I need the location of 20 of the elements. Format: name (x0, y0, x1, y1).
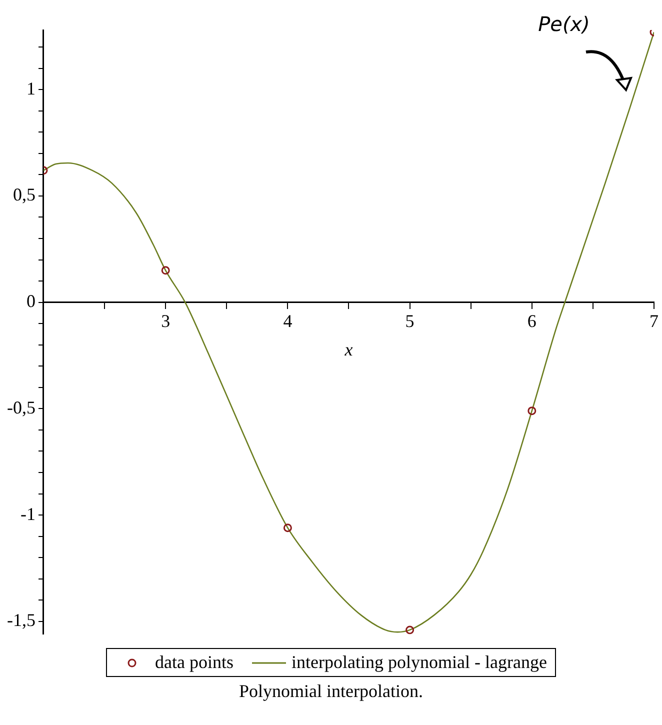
y-tick-label: -1 (20, 504, 36, 524)
point (161, 266, 170, 275)
y-tick-label: 0 (26, 291, 36, 312)
x-tick-label: 7 (650, 310, 658, 331)
x-axis-title: x (344, 339, 353, 360)
annotation: Pe(x) (538, 12, 590, 36)
x-tick-label: 3 (161, 310, 170, 331)
y-tick-label: 1 (26, 78, 36, 98)
y-tick-label: 0,5 (12, 184, 36, 205)
y-tick-label: -1,5 (6, 610, 36, 630)
text: Polynomial interpolation. (238, 681, 424, 702)
point (406, 626, 414, 634)
point (283, 524, 292, 532)
y-tick-label: -0,5 (6, 397, 36, 418)
x-tick-label: 4 (283, 310, 292, 331)
legend-label: interpolating polynomial - lagrange (292, 652, 547, 673)
x-tick-label: 5 (405, 310, 414, 331)
legend-label: data points (155, 652, 234, 673)
point (528, 406, 536, 416)
x-tick-label: 6 (527, 310, 536, 331)
